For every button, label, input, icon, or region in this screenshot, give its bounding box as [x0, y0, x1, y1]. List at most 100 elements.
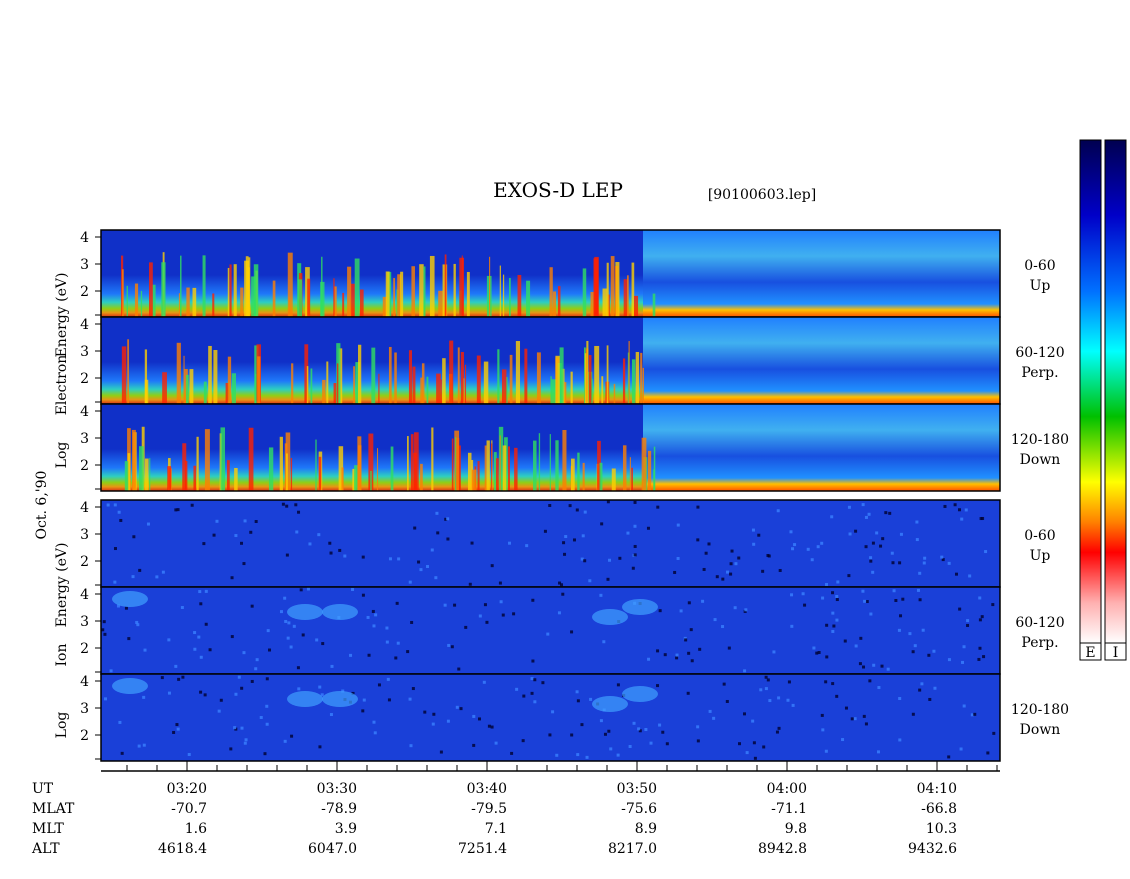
spectrogram-noise — [881, 537, 885, 541]
spectrogram-streak — [353, 366, 355, 404]
spectrogram-streak — [495, 458, 499, 491]
spectrogram-noise — [864, 545, 868, 549]
spectrogram-noise — [848, 532, 852, 536]
spectrogram-noise — [962, 704, 966, 708]
spectrogram-streak — [453, 263, 456, 317]
spectrogram-noise — [443, 603, 447, 607]
spectrogram-streak — [464, 364, 467, 404]
spectrogram-streak — [493, 452, 497, 491]
spectrogram-noise — [558, 581, 562, 585]
spectrogram-noise — [686, 691, 690, 695]
spectrogram-noise — [982, 655, 986, 659]
spectrogram-streak — [438, 290, 443, 317]
spectrogram-noise — [815, 651, 819, 655]
spectrogram-streak — [549, 434, 551, 491]
spectrogram-noise — [229, 747, 233, 751]
spectrogram-noise — [726, 570, 730, 574]
spectrogram-noise — [968, 574, 972, 578]
panel-angle: 0-60 — [1024, 528, 1055, 544]
spectrogram-streak — [426, 376, 429, 404]
spectrogram-noise — [734, 562, 738, 566]
spectrogram-noise — [167, 638, 171, 642]
spectrogram-noise — [315, 638, 319, 642]
spectrogram-streak — [315, 439, 317, 491]
spectrogram-noise — [973, 712, 977, 716]
y-tick-label: 4 — [80, 404, 89, 420]
spectrogram-noise — [958, 607, 962, 611]
spectrogram-streak — [149, 458, 151, 491]
spectrogram-noise — [487, 724, 491, 728]
spectrogram-noise — [581, 534, 585, 538]
spectrogram-noise — [177, 677, 181, 681]
spectrogram-noise — [820, 713, 824, 717]
y-tick-label: 2 — [80, 284, 89, 300]
spectrogram-streak — [449, 340, 454, 404]
spectrogram-streak — [412, 366, 416, 404]
spectrogram-noise — [459, 707, 463, 711]
spectrogram-streak — [590, 292, 595, 317]
spectrogram-noise — [915, 538, 919, 542]
spectrogram-streak — [180, 255, 182, 317]
spectrogram-streak — [290, 457, 293, 491]
spectrogram-noise — [864, 515, 868, 519]
spectrogram-noise — [825, 623, 829, 627]
spectrogram-noise — [957, 508, 961, 512]
spectrogram-noise — [285, 553, 289, 557]
spectrogram-noise — [759, 688, 763, 692]
spectrogram-noise — [977, 657, 981, 661]
spectrogram-noise — [603, 732, 607, 736]
spectrogram-noise — [533, 678, 537, 682]
spectrogram-noise — [656, 649, 660, 653]
ephemeris-value: 9.8 — [785, 821, 807, 837]
spectrogram-streak — [326, 361, 329, 404]
spectrogram-streak — [498, 426, 504, 491]
spectrogram-noise — [702, 567, 706, 571]
ephemeris-value: 9432.6 — [908, 841, 957, 857]
spectrogram-noise — [984, 550, 988, 554]
spectrogram-streak — [357, 445, 362, 491]
spectrogram-noise — [180, 606, 184, 610]
spectrogram-noise — [637, 727, 641, 731]
y-axis-label: Energy (eV) — [54, 543, 70, 628]
spectrogram-streak — [370, 470, 372, 491]
spectrogram-streak — [322, 379, 326, 404]
panel-frame — [100, 403, 1001, 492]
spectrogram-noise — [385, 640, 389, 644]
spectrogram-noise — [647, 657, 651, 661]
spectrogram-streak — [289, 296, 291, 317]
spectrogram-streak — [400, 271, 404, 317]
spectrogram-noise — [862, 714, 866, 718]
spectrogram-noise — [120, 751, 124, 755]
spectrogram-noise — [762, 745, 766, 749]
spectrogram-blob — [622, 599, 658, 615]
spectrogram-noise — [947, 658, 951, 662]
ephemeris-value: 03:30 — [317, 781, 357, 797]
spectrogram-noise — [265, 722, 269, 726]
y-tick-label: 4 — [80, 500, 89, 516]
spectrogram-streak — [287, 252, 293, 317]
spectrogram-noise — [541, 681, 545, 685]
spectrogram-streak — [551, 379, 557, 404]
spectrogram-streak — [582, 268, 587, 317]
spectrogram-noise — [204, 589, 208, 593]
spectrogram-noise — [871, 570, 875, 574]
spectrogram-streak — [212, 293, 215, 317]
spectrogram-streak — [509, 354, 513, 404]
spectrogram-noise — [960, 517, 964, 521]
spectrogram-noise — [408, 697, 412, 701]
spectrogram-noise — [775, 730, 779, 734]
spectrogram-streak — [526, 280, 531, 317]
spectrogram-noise — [947, 561, 951, 565]
spectrogram-noise — [230, 576, 234, 580]
spectrogram-blob — [622, 686, 658, 702]
spectrogram-streak — [442, 358, 446, 404]
spectrogram-noise — [329, 551, 333, 555]
spectrogram-noise — [568, 504, 572, 508]
spectrogram-blob — [322, 604, 358, 620]
spectrogram-noise — [242, 651, 246, 655]
spectrogram-noise — [208, 648, 212, 652]
spectrogram-noise — [254, 667, 258, 671]
spectrogram-noise — [318, 745, 322, 749]
spectrogram-streak — [623, 279, 628, 317]
